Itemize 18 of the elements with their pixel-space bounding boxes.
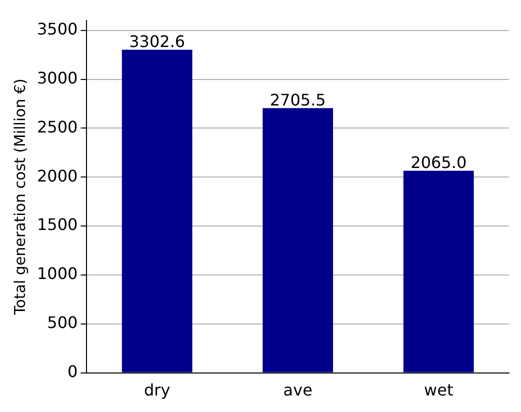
x-tick-label: wet: [424, 380, 454, 400]
y-tick-label: 1000: [37, 264, 78, 284]
bar: [122, 50, 192, 372]
y-tick-label: 2500: [37, 117, 78, 136]
data-label: 2705.5: [270, 90, 326, 110]
y-tick-label: 3000: [37, 68, 78, 88]
x-tick-label: ave: [283, 380, 312, 400]
data-label: 3302.6: [129, 32, 186, 51]
data-label: 2065.0: [410, 152, 467, 172]
bar: [262, 108, 334, 372]
y-tick-label: 0: [68, 362, 78, 381]
y-axis-title: Total generation cost (Million €): [10, 78, 29, 316]
bar: [403, 170, 474, 372]
y-tick-label: 500: [47, 313, 78, 332]
x-tick-label: dry: [144, 380, 170, 400]
y-tick-label: 1500: [37, 215, 78, 234]
y-tick-label: 2000: [37, 166, 78, 186]
y-tick-label: 3500: [37, 20, 78, 39]
